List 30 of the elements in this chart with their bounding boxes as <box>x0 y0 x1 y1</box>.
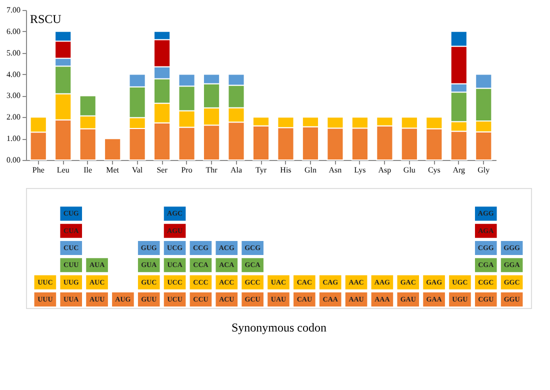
y-tick-label: 5.00 <box>6 48 20 58</box>
x-tick-label: Ile <box>84 166 93 174</box>
y-tick-label: 1.00 <box>6 134 20 144</box>
x-tick-label: Ser <box>156 166 168 174</box>
x-tick-label: Tyr <box>256 166 267 174</box>
x-tick-label: Lys <box>354 166 366 174</box>
x-tick-label: Cys <box>428 166 440 174</box>
y-axis-title: RSCU <box>30 12 62 26</box>
x-tick-label: Asn <box>328 166 342 174</box>
bar <box>104 138 122 160</box>
x-tick-label: Ala <box>230 166 242 174</box>
x-tick-label: Val <box>132 166 144 174</box>
x-tick-label: Pro <box>181 166 192 174</box>
y-tick-label: 6.00 <box>6 26 20 36</box>
x-tick-label: Gly <box>478 166 490 174</box>
y-tick-label: 3.00 <box>6 91 20 100</box>
y-tick-label: 4.00 <box>6 70 20 79</box>
x-tick-label: Arg <box>452 166 466 174</box>
y-tick-label: 7.00 <box>6 6 20 14</box>
text: Synonymous codon <box>231 320 327 334</box>
x-tick-label: Met <box>106 166 120 174</box>
x-tick-label: Glu <box>403 166 416 174</box>
y-tick-label: 0.00 <box>6 156 20 164</box>
x-tick-label: His <box>280 166 292 174</box>
x-tick-label: Phe <box>32 166 45 174</box>
x-tick-label: Asp <box>378 166 392 174</box>
y-tick-label: 2.00 <box>6 112 20 122</box>
x-tick-label: Thr <box>206 166 218 174</box>
x-tick-label: Gln <box>304 166 316 174</box>
x-tick-label: Leu <box>56 166 70 174</box>
